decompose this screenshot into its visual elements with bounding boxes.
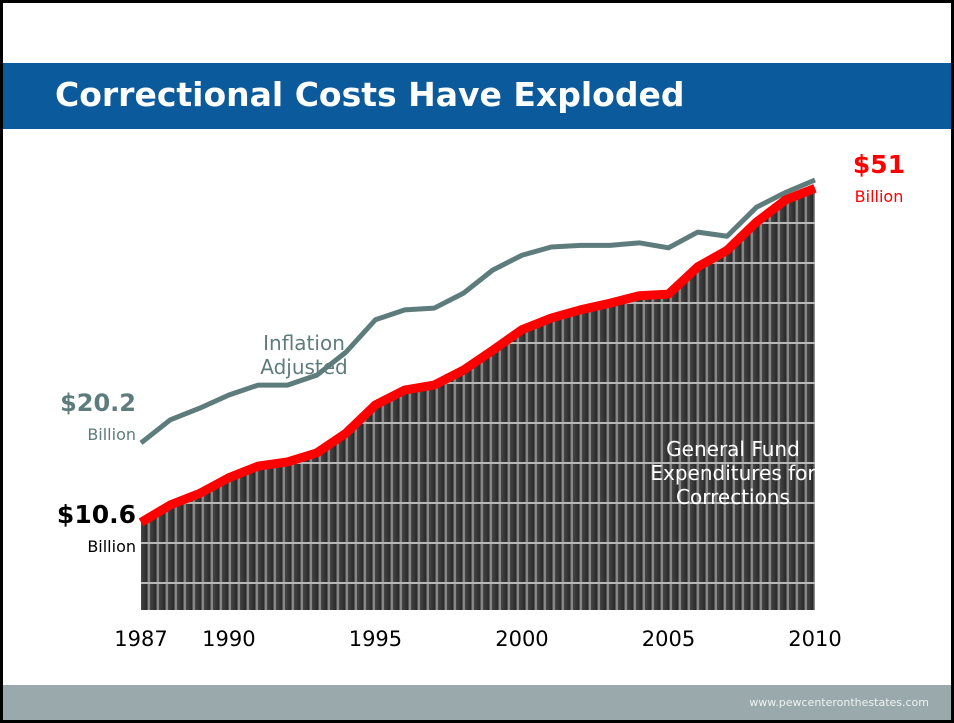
x-tick-label: 2000 — [495, 627, 548, 651]
chart: 1987 1990 1995 2000 2005 2010 $20.2 Billion $10.… — [57, 150, 905, 651]
value-label: $51 — [853, 150, 905, 179]
annotation: Billion — [87, 425, 136, 444]
series-line — [138, 184, 817, 527]
value-label: $10.6 — [57, 500, 136, 529]
series-name: General Fund Expenditures for Correction… — [650, 437, 816, 509]
footer-band: www.pewcenteronthestates.com — [3, 685, 951, 720]
series-name: Inflation Adjusted — [260, 331, 348, 379]
source: www.pewcenteronthestates.com — [749, 696, 929, 709]
annotation: Billion — [87, 537, 136, 556]
x-tick-label: 2005 — [642, 627, 695, 651]
x-tick-label: 1995 — [349, 627, 402, 651]
annotation: Billion — [855, 187, 904, 206]
header-band: Correctional Costs Have Exploded — [3, 63, 951, 129]
x-tick-label: 1987 — [114, 627, 167, 651]
x-tick-label: 1990 — [202, 627, 255, 651]
area — [141, 188, 815, 610]
series-line — [139, 177, 816, 445]
value-label: $20.2 — [60, 389, 136, 417]
chart-title: Correctional Costs Have Exploded — [55, 75, 685, 114]
x-tick-label: 2010 — [788, 627, 841, 651]
